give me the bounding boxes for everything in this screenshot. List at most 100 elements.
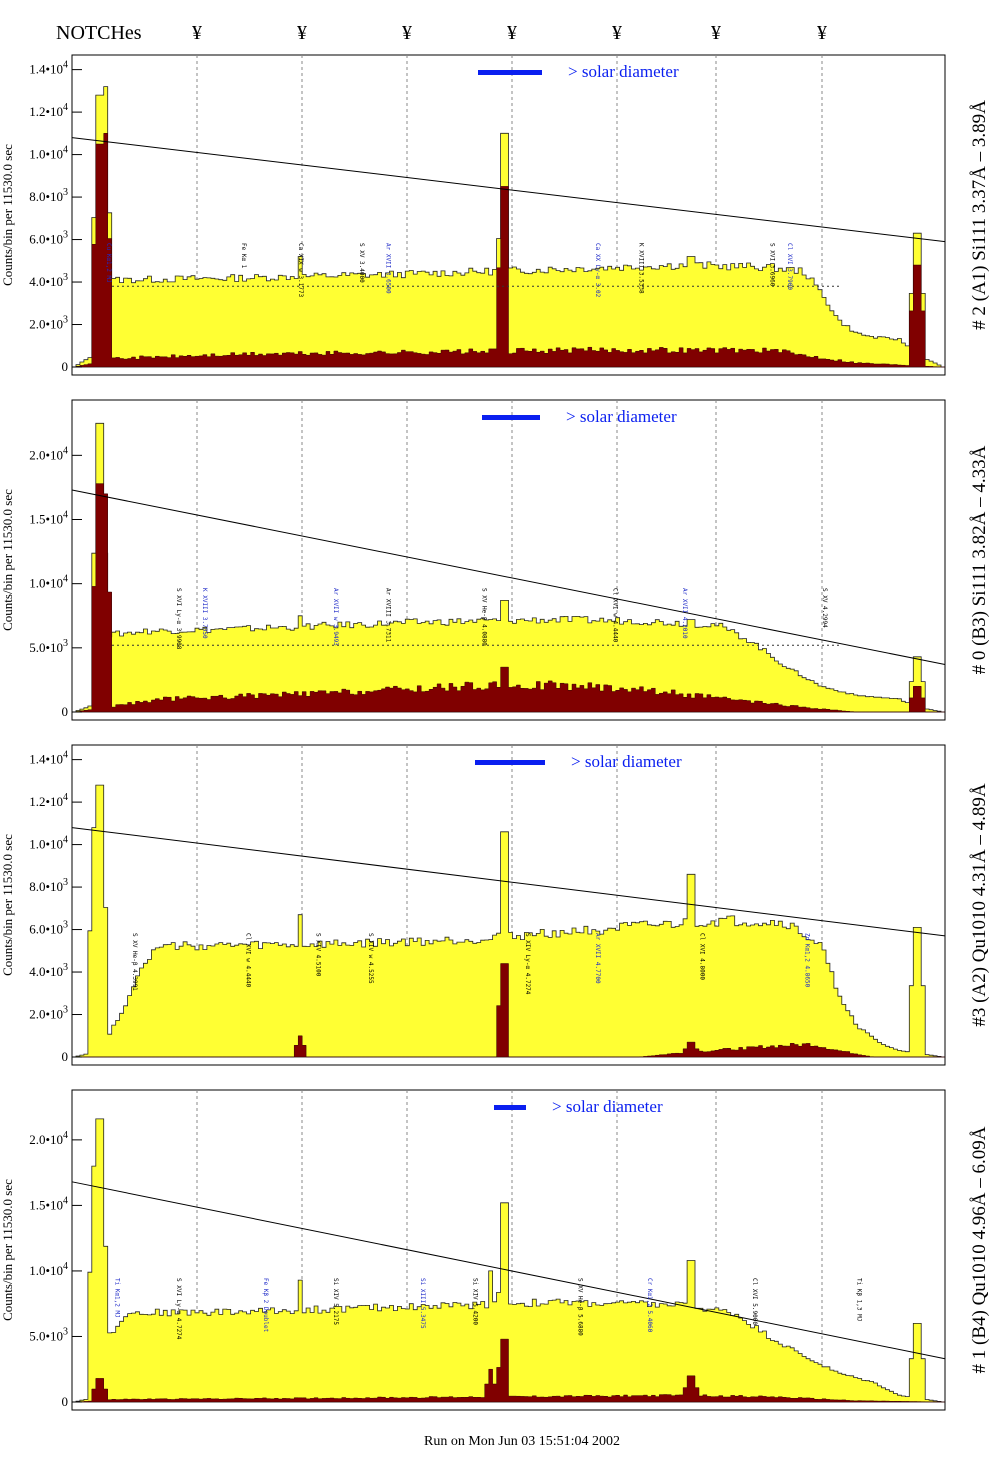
line-annotation: S XIV 4.5100 xyxy=(314,933,321,977)
line-annotation: Si XIII 5.3475 xyxy=(419,1278,426,1329)
trend-line xyxy=(71,1181,946,1360)
line-annotation: Cl XVI 3.7900 xyxy=(786,243,793,290)
line-annotation: S XVI Ly-α 4.7274 xyxy=(175,1278,182,1340)
y-tick-label: 1.0•104 xyxy=(29,1261,68,1278)
panel-detector-label: #3 (A2) Qu1010 4.31Å – 4.89Å xyxy=(969,783,990,1027)
y-tick-label: 2.0•103 xyxy=(29,315,68,332)
line-annotation: Ar XVII 4.2010 xyxy=(681,588,688,639)
notch-marker-6: ¥ xyxy=(711,22,721,44)
y-axis-label: Counts/bin per 11530.0 sec xyxy=(0,489,15,631)
filtered-counts-series xyxy=(72,483,945,713)
total-counts-series xyxy=(72,1118,945,1403)
line-annotation: Cl XVI w 4.4440 xyxy=(611,588,618,643)
line-annotation: S XIV Ly-α 4.7274 xyxy=(524,933,531,995)
panel-frame xyxy=(71,399,946,721)
line-annotation: S XVI 3.6960 xyxy=(768,243,775,287)
filtered-counts-series xyxy=(72,133,945,368)
panel-detector-label: # 2 (A1) Si111 3.37Å – 3.89Å xyxy=(969,100,990,330)
line-annotation: Fe Kβ 2 Doublet xyxy=(262,1278,269,1333)
y-tick-label: 8.0•103 xyxy=(29,877,68,894)
solar-diameter-bar xyxy=(494,1105,526,1110)
notch-marker-5: ¥ xyxy=(612,22,622,44)
line-annotation: S XVI Ly-α 3.9908 xyxy=(175,588,182,650)
filtered-counts-series xyxy=(72,963,945,1058)
total-counts-series xyxy=(72,422,945,713)
notch-marker-7: ¥ xyxy=(817,22,827,44)
y-tick-label: 1.5•104 xyxy=(29,510,68,527)
y-axis-label: Counts/bin per 11530.0 sec xyxy=(0,834,15,976)
line-annotation: Ar XVII w 3.9493 xyxy=(332,588,339,646)
y-tick-label: 5.0•103 xyxy=(29,638,68,655)
notch-marker-1: ¥ xyxy=(192,22,202,44)
y-tick-label: 1.0•104 xyxy=(29,574,68,591)
solar-diameter-label: > solar diameter xyxy=(552,1097,663,1116)
line-annotation: S XV 3.4000 xyxy=(358,243,365,283)
solar-diameter-label: > solar diameter xyxy=(568,62,679,81)
line-annotation: Cr Kα1,2 5.4060 xyxy=(646,1278,653,1333)
solar-diameter-bar xyxy=(475,760,545,765)
y-tick-label: 1.0•104 xyxy=(29,145,68,162)
notch-marker-2: ¥ xyxy=(297,22,307,44)
y-tick-label: 2.0•103 xyxy=(29,1005,68,1022)
y-tick-label: 1.0•104 xyxy=(29,835,68,852)
panel-4: 0 5.0•103 1.0•104 1.5•104 2.0•104 Counts/bin … xyxy=(0,1089,990,1411)
line-annotation: Ar XVII 3.6500 xyxy=(384,243,391,294)
solar-diameter-bar xyxy=(478,70,542,75)
notch-marker-4: ¥ xyxy=(507,22,517,44)
solar-diameter-bar xyxy=(482,415,540,420)
line-annotation: Ti Kα1,2 MJ xyxy=(114,1278,121,1318)
y-tick-label: 0 xyxy=(62,359,69,374)
y-axis-label: Counts/bin per 11530.0 sec xyxy=(0,1179,15,1321)
trend-line xyxy=(71,137,946,243)
panel-frame xyxy=(71,54,946,376)
line-annotation: K XVIII 3.7050 xyxy=(201,588,208,639)
trend-line xyxy=(71,489,946,666)
panel-detector-label: # 0 (B3) Si111 3.82Å – 4.33Å xyxy=(969,445,990,674)
line-annotation: Si XIV 5.4200 xyxy=(472,1278,479,1325)
panel-1: 0 2.0•103 4.0•103 6.0•103 8.0•103 1.0•104 1.2•… xyxy=(0,54,990,376)
line-annotation: Ar XVII 4.7700 xyxy=(594,933,601,984)
y-tick-label: 6.0•103 xyxy=(29,920,68,937)
line-annotation: S XV 4.2994 xyxy=(821,588,828,628)
y-tick-label: 0 xyxy=(62,1049,69,1064)
y-tick-label: 1.4•104 xyxy=(29,750,68,767)
line-annotation: Ti Kβ 1,3 MJ xyxy=(856,1278,863,1321)
line-annotation: Ca XIX w 3.1773 xyxy=(297,243,304,298)
y-tick-label: 0 xyxy=(62,1394,69,1409)
panel-3: 0 2.0•103 4.0•103 6.0•103 8.0•103 1.0•104 1.2•… xyxy=(0,744,990,1066)
y-axis-label: Counts/bin per 11530.0 sec xyxy=(0,144,15,286)
line-annotation: Cl XVI 5.9000 xyxy=(751,1278,758,1325)
y-tick-label: 1.2•104 xyxy=(29,102,68,119)
y-tick-label: 1.2•104 xyxy=(29,792,68,809)
total-counts-series xyxy=(72,784,945,1058)
y-tick-label: 2.0•104 xyxy=(29,1130,68,1147)
panel-2: 0 5.0•103 1.0•104 1.5•104 2.0•104 Counts/bin … xyxy=(0,399,990,721)
panel-frame xyxy=(71,744,946,1066)
y-tick-label: 1.5•104 xyxy=(29,1195,68,1212)
y-tick-label: 5.0•103 xyxy=(29,1326,68,1343)
line-annotation: Ar XVIII 3.7311 xyxy=(384,588,391,643)
y-tick-label: 4.0•103 xyxy=(29,962,68,979)
solar-diameter-label: > solar diameter xyxy=(566,407,677,426)
y-tick-label: 2.0•104 xyxy=(29,445,68,462)
y-tick-label: 0 xyxy=(62,704,69,719)
y-tick-label: 8.0•103 xyxy=(29,187,68,204)
line-annotation: Fe Kα 1 xyxy=(240,243,247,269)
solar-diameter-label: > solar diameter xyxy=(571,752,682,771)
line-annotation: S XIV w 4.5255 xyxy=(367,933,374,984)
y-tick-label: 6.0•103 xyxy=(29,230,68,247)
run-footer: Run on Mon Jun 03 15:51:04 2002 xyxy=(424,1434,621,1449)
line-annotation: S XV He-β 5.6880 xyxy=(576,1278,583,1336)
notch-marker-3: ¥ xyxy=(402,22,412,44)
line-annotation: S XV He-β 4.3991 xyxy=(131,933,138,991)
line-annotation: Cl XVI 4.8000 xyxy=(699,933,706,980)
filtered-counts-series xyxy=(72,1338,945,1403)
y-tick-label: 1.4•104 xyxy=(29,60,68,77)
line-annotation: S XV He-β 4.0880 xyxy=(480,588,487,646)
line-annotation: Cl XVI w 4.4440 xyxy=(245,933,252,988)
line-annotation: Cu Kα1,2 MJ xyxy=(105,243,112,283)
line-annotation: Si XIV 5.2175 xyxy=(332,1278,339,1325)
trend-line xyxy=(71,827,946,937)
